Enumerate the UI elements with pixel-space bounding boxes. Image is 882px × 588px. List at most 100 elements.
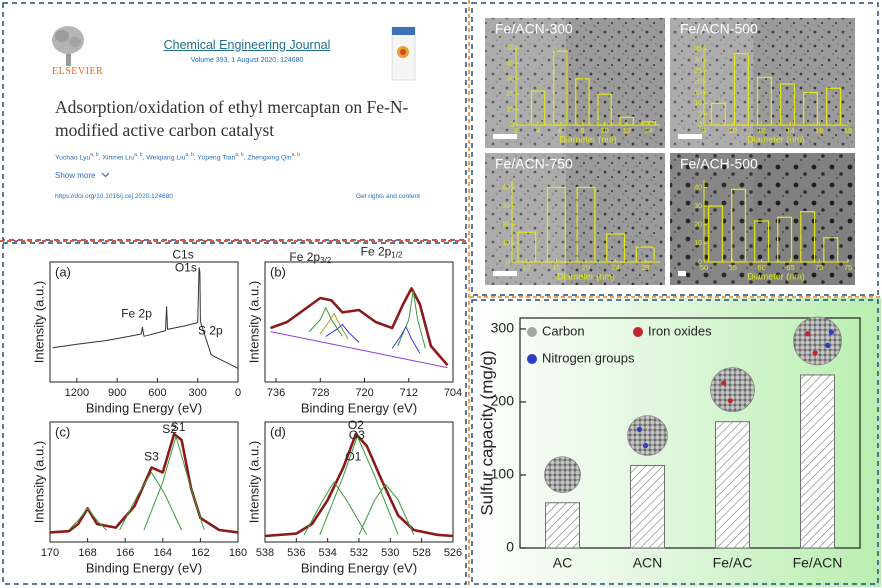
spectrum-line [358, 483, 415, 536]
x-tick-label: 55 [729, 263, 737, 272]
particle-dot [727, 398, 733, 404]
scale-bar [493, 134, 517, 139]
histogram-bar [800, 211, 816, 263]
x-tick-label: 712 [400, 387, 418, 399]
particle-illustration [793, 316, 842, 366]
x-tick-label: Fe/AC [713, 555, 753, 571]
peak-label-sub: 1/2 [391, 251, 403, 260]
x-tick-label: 70 [815, 263, 823, 272]
y-tick-label: 20 [694, 222, 702, 229]
panel-border [471, 299, 879, 585]
x-tick-label: Fe/ACN [793, 555, 843, 571]
histogram-bar [553, 50, 568, 126]
y-tick-label: 50 [506, 45, 514, 52]
histogram-bar [710, 102, 726, 126]
histogram-bar [756, 76, 772, 126]
tem-label: Fe/ACN-300 [495, 21, 573, 37]
legend-marker [527, 327, 537, 337]
legend-marker [633, 327, 643, 337]
bar [715, 421, 750, 549]
peak-label-sub: 3/2 [320, 256, 332, 265]
particle-dot [636, 426, 643, 433]
y-tick-label: 30 [694, 57, 702, 64]
scale-bar [678, 134, 702, 139]
x-tick-label: 10 [729, 126, 737, 135]
author[interactable]: , Yupeng Tian [193, 154, 236, 162]
y-tick-label: 25 [694, 68, 702, 75]
author[interactable]: , Weiqiang Liu [142, 154, 186, 162]
x-tick-label: 0 [235, 387, 241, 399]
histogram-bar [826, 87, 842, 126]
x-tick-label: 6 [558, 126, 562, 135]
peak-label-text: O2 [348, 418, 364, 432]
y-axis-label: Intensity (a.u.) [31, 281, 46, 363]
y-tick-label: 0 [698, 122, 702, 129]
x-axis-label: Binding Energy (eV) [86, 400, 202, 415]
legend-label: Nitrogen groups [542, 350, 635, 365]
peak-label: S1 [171, 420, 186, 434]
particle-illustration [710, 367, 755, 412]
y-tick-label: 0 [506, 259, 510, 266]
x-tick-label: 170 [41, 547, 59, 559]
panel-border [471, 2, 879, 296]
histogram-bar [546, 186, 566, 263]
peak-label-text: O3 [349, 428, 365, 442]
spectrum-line [319, 313, 349, 340]
author[interactable]: Yuchao Lyu [55, 154, 91, 162]
y-tick-label: 40 [506, 60, 514, 67]
x-tick-label: 50 [700, 263, 708, 272]
spectrum-line [319, 435, 399, 535]
x-tick-label: 538 [256, 547, 274, 559]
x-tick-label: 20 [582, 263, 590, 272]
volume[interactable]: Volume 393, 1 August 2020, 124680 [190, 57, 304, 64]
panel-label: (d) [270, 424, 286, 439]
x-tick-label: 160 [229, 547, 247, 559]
bar [630, 464, 665, 549]
y-tick-label: 10 [694, 100, 702, 107]
y-tick-label: 40 [694, 184, 702, 191]
y-tick-label: 30 [694, 203, 702, 210]
y-tick-label: 200 [491, 393, 515, 409]
doi-link[interactable]: https://doi.org/10.1016/j.cej.2020.12468… [55, 193, 173, 200]
legend-label: Carbon [542, 323, 585, 338]
x-tick-label: AC [553, 555, 572, 571]
journal-name[interactable]: Chemical Engineering Journal [163, 38, 331, 52]
spectrum-line [143, 435, 205, 531]
y-tick-label: 20 [694, 79, 702, 86]
y-tick-label: 30 [502, 203, 510, 210]
x-tick-label: 16 [815, 126, 823, 135]
y-tick-label: 35 [694, 46, 702, 53]
histogram-bar [606, 233, 626, 263]
author[interactable]: , Zhengxing Qin [243, 154, 292, 162]
authors: Yuchao Lyua, b, Xinmei Liua, b, Weiqiang… [55, 152, 455, 161]
x-tick-label: 12 [757, 126, 765, 135]
tem-image [670, 18, 855, 148]
y-tick-label: 300 [491, 320, 515, 336]
author[interactable]: , Xinmei Liu [98, 154, 135, 162]
x-tick-label: 900 [108, 387, 126, 399]
tem-label: Fe/ACH-500 [680, 156, 758, 172]
histogram-bar [733, 53, 749, 126]
histogram-bar [575, 78, 590, 126]
peak-label: S2 [162, 422, 177, 436]
affiliation: a, b [134, 152, 143, 158]
peak-label: C1s [172, 248, 193, 262]
rights-link[interactable]: Get rights and content [356, 193, 420, 200]
panel-label: (b) [270, 264, 286, 279]
y-axis-label: Intensity (a.u.) [246, 281, 261, 363]
tem-shade [485, 18, 566, 148]
publisher-logo [52, 26, 84, 66]
peak-label-text: S3 [144, 450, 159, 464]
y-tick-label: 10 [502, 240, 510, 247]
y-tick-label: 10 [506, 106, 514, 113]
x-tick-label: 534 [318, 547, 336, 559]
show-more[interactable]: Show more [55, 171, 110, 180]
spectrum-line [68, 507, 107, 531]
chevron [101, 172, 110, 178]
tem-images [485, 18, 855, 285]
particle-dot [825, 342, 831, 348]
peak-label: O2 [348, 418, 364, 432]
show-more-label[interactable]: Show more [55, 171, 96, 180]
y-tick-label: 100 [491, 466, 515, 482]
particle-dot [812, 350, 818, 356]
